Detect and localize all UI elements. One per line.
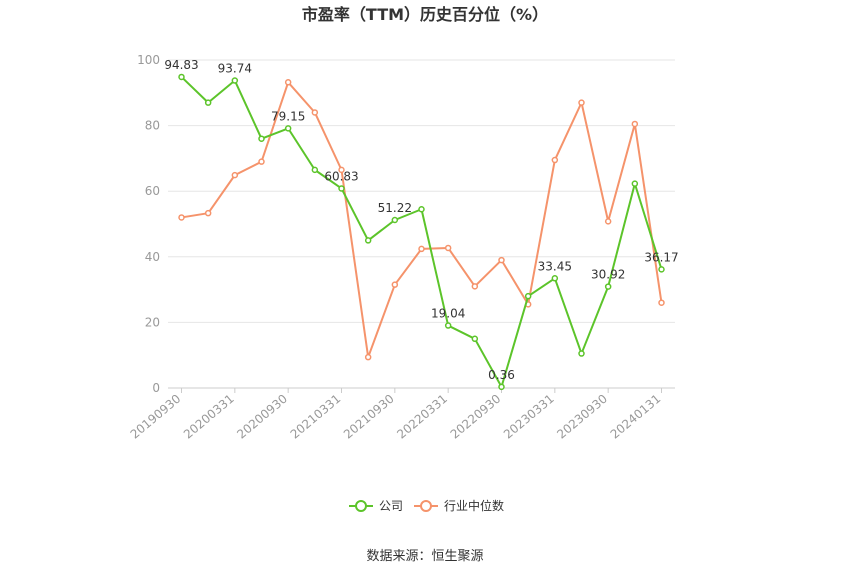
legend-label: 行业中位数 — [444, 498, 504, 513]
data-point — [204, 99, 212, 106]
data-point — [631, 180, 639, 187]
x-tick-label: 20220331 — [394, 392, 450, 442]
data-point — [551, 275, 559, 282]
data-point — [444, 322, 452, 329]
data-point — [418, 245, 425, 253]
legend-swatch-marker — [420, 500, 432, 512]
y-tick-label: 80 — [145, 119, 160, 133]
data-point — [391, 216, 399, 224]
grid-lines — [168, 59, 675, 323]
data-point — [258, 158, 265, 165]
data-point — [444, 244, 452, 252]
x-tick-label: 20200930 — [234, 392, 290, 442]
chart-title: 市盈率（TTM）历史百分位（%） — [302, 5, 548, 24]
data-point — [658, 299, 665, 306]
data-point — [524, 292, 532, 300]
data-label: 19.04 — [431, 307, 465, 321]
y-tick-label: 60 — [145, 184, 160, 198]
data-point — [578, 350, 585, 357]
y-tick-label: 0 — [152, 381, 160, 395]
series-line — [180, 76, 663, 388]
data-point — [258, 135, 265, 142]
data-point — [364, 237, 372, 244]
series-lines — [178, 73, 665, 391]
data-label: 60.83 — [324, 169, 358, 183]
y-tick-label: 20 — [145, 315, 160, 329]
legend-swatch-marker — [355, 500, 367, 512]
x-tick-label: 20230930 — [554, 392, 610, 442]
data-point — [471, 283, 479, 290]
data-point — [231, 77, 239, 84]
data-point — [364, 353, 372, 361]
data-point — [471, 335, 479, 343]
data-point — [311, 109, 319, 116]
data-point — [604, 283, 612, 290]
x-axis: 2019093020200331202009302021033120210930… — [128, 387, 675, 442]
data-label: 30.92 — [591, 268, 625, 282]
data-point — [284, 79, 292, 86]
data-labels: 94.83 93.74 79.15 60.83 51.22 19.04 0.36 33.45 3… — [164, 58, 678, 382]
source-note: 数据来源：恒生聚源 — [366, 549, 483, 564]
data-label: 51.22 — [378, 201, 412, 215]
data-point — [658, 266, 665, 273]
data-point — [231, 171, 239, 179]
x-tick-label: 20230331 — [501, 392, 557, 442]
data-point — [178, 214, 185, 221]
data-point — [578, 99, 585, 106]
data-label: 93.74 — [218, 62, 252, 76]
x-tick-label: 20190930 — [128, 392, 184, 442]
y-tick-label: 100 — [137, 53, 160, 67]
legend-label: 公司 — [379, 499, 403, 513]
x-tick-label: 20200331 — [181, 392, 237, 442]
y-axis: 0 20 40 60 80 100 — [137, 53, 160, 395]
data-point — [498, 383, 505, 391]
x-tick-label: 20220930 — [448, 392, 504, 442]
data-point — [338, 185, 345, 192]
data-point — [311, 166, 319, 174]
legend[interactable]: 公司 行业中位数 — [349, 498, 504, 513]
data-point — [498, 256, 505, 264]
data-label: 33.45 — [538, 259, 572, 273]
data-point — [178, 73, 185, 81]
y-tick-label: 40 — [145, 250, 160, 264]
data-label: 94.83 — [164, 58, 198, 72]
x-tick-label: 20240131 — [608, 392, 664, 442]
data-point — [631, 120, 639, 128]
data-point — [604, 218, 612, 225]
x-tick-label: 20210331 — [288, 392, 344, 442]
data-point — [338, 166, 345, 174]
data-point — [391, 281, 399, 288]
data-label: 0.36 — [488, 368, 515, 382]
data-point — [284, 125, 292, 132]
data-label: 36.17 — [644, 250, 678, 264]
data-point — [418, 205, 425, 213]
data-point — [551, 156, 559, 164]
data-point — [204, 209, 212, 217]
data-label: 79.15 — [271, 109, 305, 123]
x-tick-label: 20210930 — [341, 392, 397, 442]
